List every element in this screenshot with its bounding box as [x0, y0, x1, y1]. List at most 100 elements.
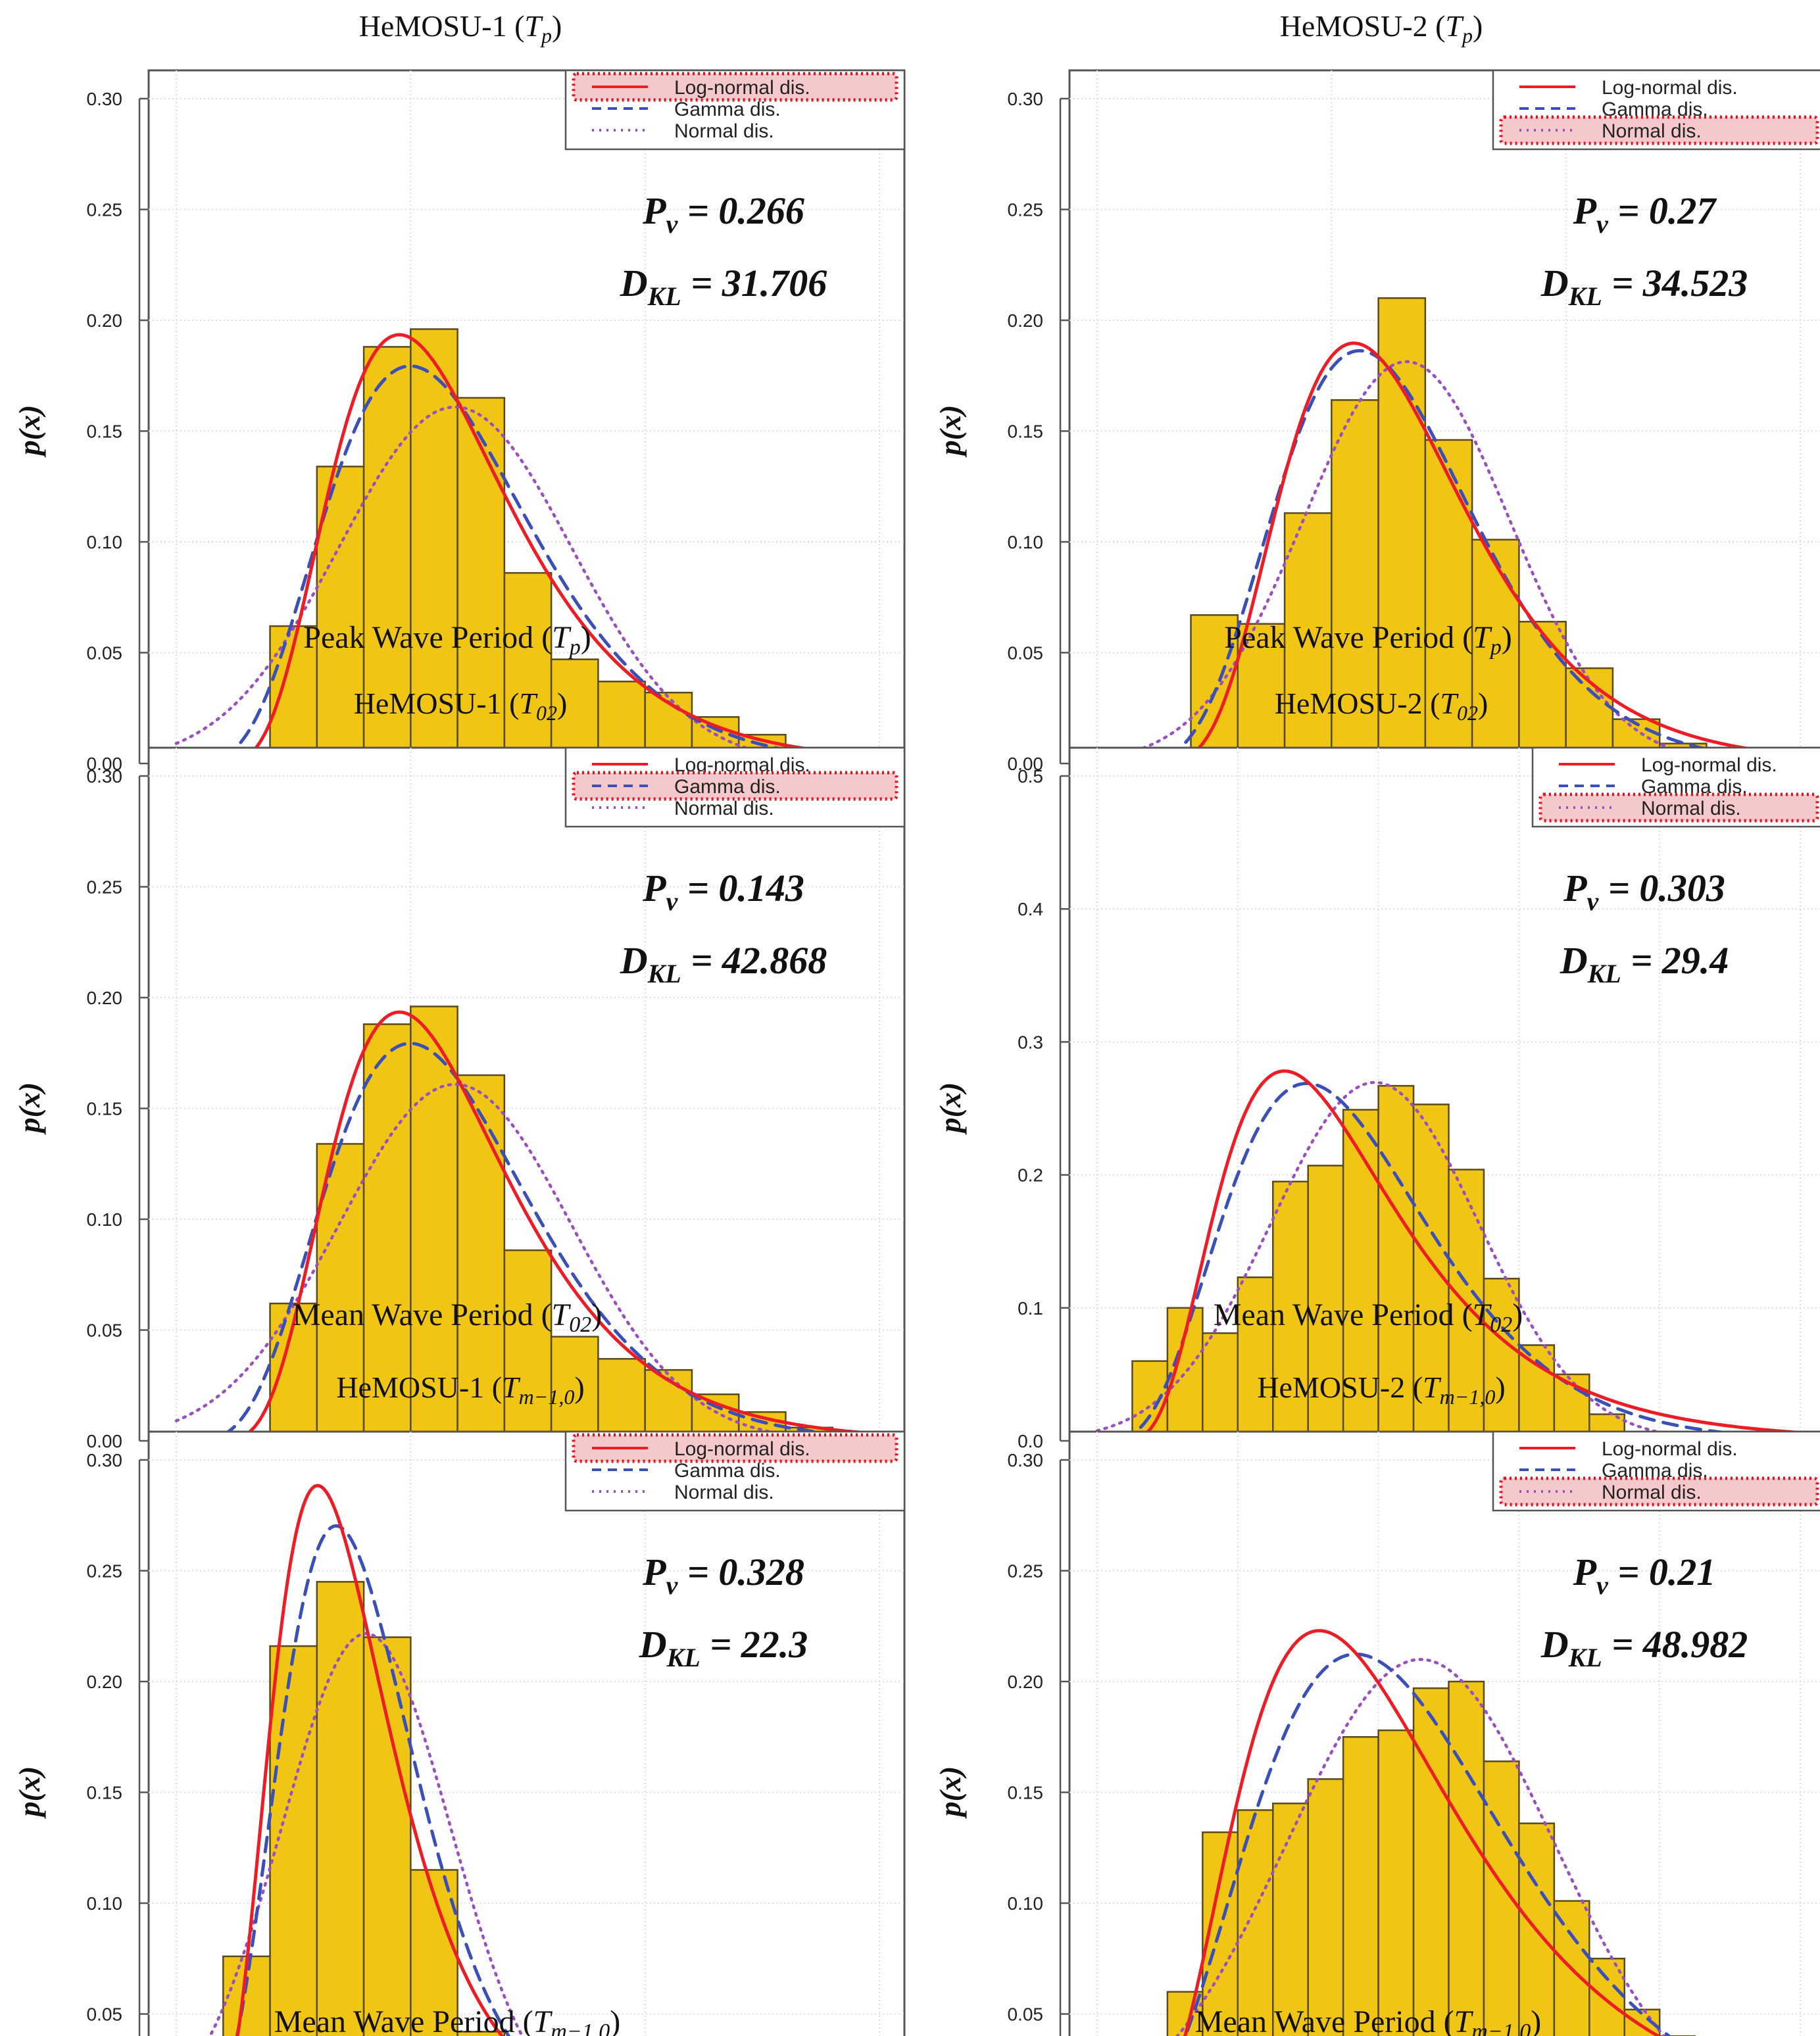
histogram-bar [1237, 1809, 1274, 2036]
legend-label: Normal dis. [674, 120, 774, 142]
lognormal-fit-curve [235, 1484, 504, 2036]
y-tick-label: 0.10 [1008, 532, 1044, 552]
y-tick-label: 0.20 [1008, 310, 1044, 331]
legend-label: Log-normal dis. [674, 1438, 810, 1460]
dkl-sub: KL [666, 1643, 701, 1672]
y-tick-label: 0.10 [87, 1209, 123, 1230]
pv-value: = 0.27 [1608, 189, 1717, 232]
chart-title-var: T [1445, 9, 1464, 43]
chart-panel-hemosu1-tp: HeMOSU-1 (Tp)0.000.050.100.150.200.250.3… [12, 9, 906, 840]
plot-frame [147, 1430, 906, 2036]
pv-annotation: Pv = 0.27 [1573, 189, 1717, 239]
plot-area [150, 1006, 903, 1443]
chart-panel-hemosu2-t02: HeMOSU-2 (T02)0.00.10.20.30.40.50246810p… [933, 687, 1820, 1517]
histogram-bar [1283, 512, 1333, 765]
y-axis-label: p(x) [933, 405, 967, 458]
histogram-bar [1483, 1278, 1520, 1442]
pv-annotation: Pv = 0.21 [1573, 1551, 1716, 1600]
x-axis-label-var: T [533, 2004, 553, 2036]
x-axis-label: Mean Wave Period (Tm−1,0) [1195, 2004, 1541, 2036]
pv-label: P [642, 867, 666, 909]
y-axis-label: p(x) [933, 1766, 967, 1820]
y-tick-label: 0.05 [1008, 643, 1044, 664]
x-axis-label-text: Mean Wave Period ( [274, 2004, 533, 2036]
pv-value: = 0.21 [1608, 1551, 1716, 1593]
dkl-label: D [639, 1623, 667, 1666]
chart-title-sub: m−1,0 [519, 1385, 575, 1409]
gamma-fit-curve [235, 1524, 511, 2036]
x-axis-label-sub: m−1,0 [551, 2020, 610, 2036]
pv-annotation: Pv = 0.143 [642, 867, 804, 916]
chart-title-close: ) [557, 687, 567, 720]
histogram-bar [1331, 399, 1379, 765]
chart-title-close: ) [552, 9, 562, 43]
x-axis-label-var: T [1473, 1297, 1492, 1332]
legend-label: Log-normal dis. [674, 77, 810, 99]
y-tick-label: 0.05 [87, 2004, 123, 2025]
y-tick-label: 0.25 [87, 1561, 123, 1582]
histogram-bar [362, 1023, 412, 1442]
chart-title: HeMOSU-2 (Tm−1,0) [1257, 1370, 1505, 1409]
dkl-label: D [1560, 939, 1588, 982]
dkl-annotation: DKL = 34.523 [1540, 262, 1748, 311]
x-axis-label-close: ) [1512, 1297, 1523, 1332]
legend: Log-normal dis.Gamma dis.Normal dis. [1492, 1430, 1820, 1512]
histogram-bar [410, 328, 458, 765]
y-tick-label: 0.15 [1008, 422, 1044, 442]
chart-panel-hemosu2-tm10: HeMOSU-2 (Tm−1,0)0.000.050.100.150.200.2… [933, 1370, 1820, 2036]
dkl-value: = 42.868 [681, 939, 827, 982]
y-tick-label: 0.20 [87, 310, 123, 331]
pv-label: P [1573, 1551, 1597, 1593]
histogram-bar [1202, 1332, 1239, 1442]
dkl-annotation: DKL = 29.4 [1560, 939, 1729, 988]
y-tick-label: 0.0 [1018, 1431, 1043, 1451]
y-axis-label: p(x) [12, 1082, 46, 1136]
chart-title-close: ) [574, 1370, 584, 1404]
x-axis-label-var: T [1473, 620, 1492, 655]
plot-area [1071, 297, 1820, 765]
x-axis-label-close: ) [581, 620, 591, 655]
chart-title-var: T [502, 1370, 521, 1404]
x-axis-label-text: Peak Wave Period ( [1224, 620, 1473, 655]
x-axis-label: Mean Wave Period (T02) [1214, 1297, 1523, 1337]
x-axis-label-close: ) [1502, 620, 1512, 655]
y-tick-label: 0.30 [87, 89, 123, 109]
dkl-value: = 48.982 [1602, 1623, 1748, 1666]
gamma-fit-curve [1183, 1652, 1672, 2036]
y-tick-label: 0.5 [1018, 766, 1043, 787]
y-tick-label: 0.15 [1008, 1783, 1044, 1803]
x-axis-label: Peak Wave Period (Tp) [303, 620, 591, 660]
chart-panel-hemosu1-t02: HeMOSU-1 (T02)0.000.050.100.150.200.250.… [12, 687, 906, 1517]
plot-area [208, 1484, 524, 2036]
normal-fit-curve [1095, 1080, 1802, 1443]
x-axis-label-close: ) [1531, 2004, 1541, 2036]
histogram-bar [503, 1249, 553, 1442]
gamma-fit-curve [1095, 349, 1802, 765]
histogram-bar [1412, 1687, 1450, 2036]
legend-label: Gamma dis. [674, 776, 781, 798]
y-tick-label: 0.20 [87, 1672, 123, 1692]
pv-value: = 0.143 [677, 867, 804, 909]
gamma-fit-curve [174, 1042, 881, 1443]
chart-title: HeMOSU-1 (Tm−1,0) [336, 1370, 584, 1409]
dkl-label: D [620, 262, 648, 304]
x-axis-label-sub: 02 [569, 1313, 591, 1337]
dkl-value: = 31.706 [681, 262, 827, 304]
histogram-bar [1518, 621, 1567, 765]
legend: Log-normal dis.Gamma dis.Normal dis. [564, 69, 906, 151]
y-axis-label: p(x) [933, 1082, 967, 1136]
chart-title-sub: p [1461, 24, 1473, 47]
legend-label: Gamma dis. [674, 99, 781, 120]
histogram-bar [1237, 1276, 1274, 1442]
pv-label: P [642, 189, 666, 232]
y-tick-label: 0.30 [87, 766, 123, 787]
legend: Log-normal dis.Gamma dis.Normal dis. [1531, 746, 1820, 828]
chart-title: HeMOSU-2 (Tp) [1280, 9, 1483, 47]
y-tick-label: 0.30 [1008, 1450, 1044, 1470]
x-axis-label-sub: m−1,0 [1471, 2020, 1531, 2036]
pv-value: = 0.303 [1598, 867, 1725, 909]
pv-label: P [1563, 867, 1587, 909]
plot-area [1071, 1069, 1820, 1443]
chart-title-var: T [524, 9, 543, 43]
